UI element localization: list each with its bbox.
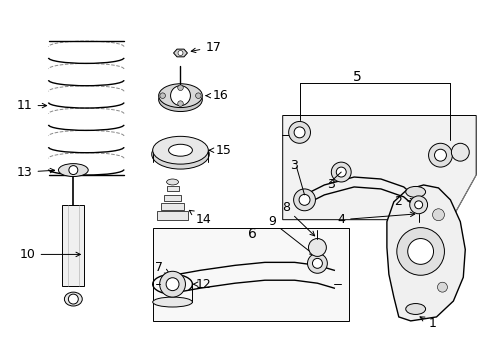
Text: 14: 14 [189,210,211,226]
Text: 11: 11 [17,99,46,112]
Circle shape [409,196,427,214]
Text: 16: 16 [206,89,227,102]
Text: 12: 12 [192,278,211,291]
Ellipse shape [59,164,88,176]
Ellipse shape [158,88,202,112]
Circle shape [437,282,447,292]
Text: 17: 17 [191,41,221,54]
Circle shape [170,86,190,105]
Text: 9: 9 [267,215,314,255]
Polygon shape [173,49,187,57]
Text: 7: 7 [154,261,169,274]
Bar [152,228,348,321]
Circle shape [195,93,201,98]
Circle shape [293,189,315,211]
Ellipse shape [166,179,178,185]
Circle shape [160,271,185,297]
Polygon shape [282,116,475,220]
Circle shape [312,258,322,268]
Circle shape [166,278,179,291]
Circle shape [69,166,78,175]
Bar [166,186,178,192]
Ellipse shape [152,297,192,307]
Bar [156,211,188,220]
Text: 5: 5 [352,70,361,84]
Text: 1: 1 [419,317,436,330]
Text: 10: 10 [20,248,80,261]
Bar [161,203,184,210]
Bar [163,195,181,201]
Circle shape [407,239,433,264]
Text: 8: 8 [281,201,314,236]
Text: 4: 4 [337,212,414,226]
Circle shape [177,85,183,90]
Ellipse shape [152,136,208,164]
Circle shape [177,101,183,106]
Circle shape [160,93,165,98]
Circle shape [178,50,183,55]
Circle shape [414,201,422,209]
Circle shape [434,149,446,161]
Circle shape [396,228,444,275]
Ellipse shape [405,303,425,314]
Ellipse shape [164,280,180,288]
Circle shape [308,239,325,256]
Text: 13: 13 [17,166,55,179]
Circle shape [432,209,444,221]
Circle shape [450,143,468,161]
Text: 15: 15 [209,144,231,157]
Circle shape [68,294,78,304]
Polygon shape [386,185,464,321]
Circle shape [307,253,326,273]
Text: 3: 3 [289,159,297,172]
Circle shape [331,162,350,182]
Text: 6: 6 [247,226,256,240]
Circle shape [427,143,451,167]
Text: 3: 3 [326,179,335,192]
Circle shape [299,194,309,205]
Circle shape [293,127,305,138]
Ellipse shape [64,292,82,306]
Ellipse shape [151,139,209,169]
Bar [62,205,84,286]
Circle shape [336,167,346,177]
Ellipse shape [168,144,192,156]
Ellipse shape [158,84,202,108]
Circle shape [288,121,310,143]
Ellipse shape [405,186,425,197]
Text: 2: 2 [393,195,414,208]
